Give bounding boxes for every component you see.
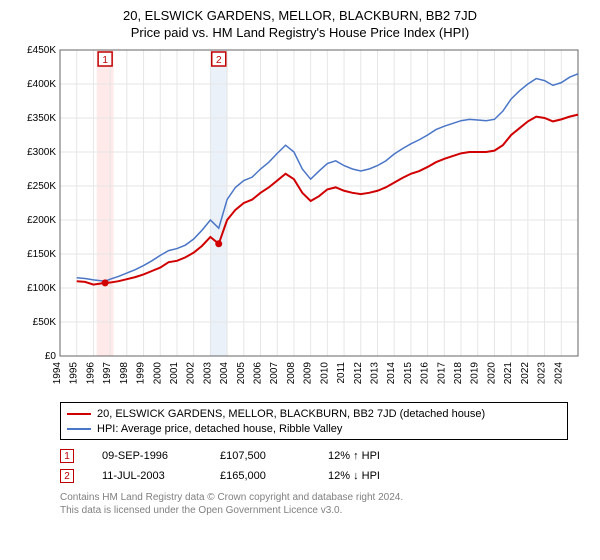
svg-text:2015: 2015 bbox=[403, 362, 414, 385]
svg-text:1: 1 bbox=[102, 55, 108, 66]
svg-text:2022: 2022 bbox=[520, 362, 531, 385]
svg-text:2002: 2002 bbox=[186, 362, 197, 385]
attribution-line: Contains HM Land Registry data © Crown c… bbox=[60, 492, 568, 505]
legend: 20, ELSWICK GARDENS, MELLOR, BLACKBURN, … bbox=[60, 402, 568, 440]
svg-text:1998: 1998 bbox=[119, 362, 130, 385]
svg-text:£200K: £200K bbox=[27, 215, 56, 226]
sale-row: 1 09-SEP-1996 £107,500 12% ↑ HPI bbox=[60, 446, 568, 466]
sale-date: 09-SEP-1996 bbox=[102, 450, 192, 462]
svg-text:2010: 2010 bbox=[319, 362, 330, 385]
svg-text:2000: 2000 bbox=[152, 362, 163, 385]
sale-marker: 1 bbox=[60, 449, 74, 463]
svg-text:2003: 2003 bbox=[202, 362, 213, 385]
svg-text:2008: 2008 bbox=[286, 362, 297, 385]
svg-text:2023: 2023 bbox=[537, 362, 548, 385]
svg-text:£50K: £50K bbox=[33, 317, 57, 328]
sale-row: 2 11-JUL-2003 £165,000 12% ↓ HPI bbox=[60, 466, 568, 486]
svg-text:£250K: £250K bbox=[27, 181, 56, 192]
svg-text:2013: 2013 bbox=[369, 362, 380, 385]
sale-price: £165,000 bbox=[220, 470, 300, 482]
svg-text:£150K: £150K bbox=[27, 249, 56, 260]
svg-text:2004: 2004 bbox=[219, 362, 230, 385]
svg-text:£300K: £300K bbox=[27, 147, 56, 158]
svg-text:2017: 2017 bbox=[436, 362, 447, 385]
svg-text:1999: 1999 bbox=[136, 362, 147, 385]
chart-subtitle: Price paid vs. HM Land Registry's House … bbox=[12, 25, 588, 40]
svg-text:£100K: £100K bbox=[27, 283, 56, 294]
svg-text:1996: 1996 bbox=[85, 362, 96, 385]
svg-text:£400K: £400K bbox=[27, 79, 56, 90]
legend-label: 20, ELSWICK GARDENS, MELLOR, BLACKBURN, … bbox=[97, 408, 485, 420]
sale-date: 11-JUL-2003 bbox=[102, 470, 192, 482]
legend-item: 20, ELSWICK GARDENS, MELLOR, BLACKBURN, … bbox=[67, 406, 561, 421]
chart-svg: £0 £50K £100K £150K £200K £250K £300K £350K £400… bbox=[12, 46, 588, 398]
legend-label: HPI: Average price, detached house, Ribb… bbox=[97, 423, 342, 435]
svg-text:2: 2 bbox=[216, 55, 222, 66]
svg-text:1997: 1997 bbox=[102, 362, 113, 385]
svg-text:2006: 2006 bbox=[253, 362, 264, 385]
svg-text:2009: 2009 bbox=[303, 362, 314, 385]
svg-text:2020: 2020 bbox=[486, 362, 497, 385]
svg-text:2021: 2021 bbox=[503, 362, 514, 385]
sale-price: £107,500 bbox=[220, 450, 300, 462]
chart-plot: £0 £50K £100K £150K £200K £250K £300K £350K £400… bbox=[12, 46, 588, 398]
sale-marker: 2 bbox=[60, 469, 74, 483]
svg-text:2018: 2018 bbox=[453, 362, 464, 385]
svg-text:£450K: £450K bbox=[27, 46, 56, 56]
svg-text:2014: 2014 bbox=[386, 362, 397, 385]
chart-title: 20, ELSWICK GARDENS, MELLOR, BLACKBURN, … bbox=[12, 8, 588, 23]
svg-text:2024: 2024 bbox=[553, 362, 564, 385]
legend-item: HPI: Average price, detached house, Ribb… bbox=[67, 421, 561, 436]
svg-text:2007: 2007 bbox=[269, 362, 280, 385]
svg-text:2016: 2016 bbox=[420, 362, 431, 385]
sales-table: 1 09-SEP-1996 £107,500 12% ↑ HPI 2 11-JUL-200… bbox=[60, 446, 568, 486]
svg-text:1995: 1995 bbox=[69, 362, 80, 385]
svg-text:2012: 2012 bbox=[353, 362, 364, 385]
svg-text:2001: 2001 bbox=[169, 362, 180, 385]
attribution-line: This data is licensed under the Open Gov… bbox=[60, 505, 568, 518]
sale-comparison: 12% ↓ HPI bbox=[328, 470, 380, 482]
attribution: Contains HM Land Registry data © Crown c… bbox=[60, 492, 568, 517]
svg-text:2011: 2011 bbox=[336, 362, 347, 384]
svg-text:1994: 1994 bbox=[52, 362, 63, 385]
svg-text:2019: 2019 bbox=[470, 362, 481, 385]
chart-container: { "title": "20, ELSWICK GARDENS, MELLOR,… bbox=[0, 0, 600, 560]
sale-comparison: 12% ↑ HPI bbox=[328, 450, 380, 462]
svg-text:£350K: £350K bbox=[27, 113, 56, 124]
svg-text:£0: £0 bbox=[45, 351, 57, 362]
svg-text:2005: 2005 bbox=[236, 362, 247, 385]
legend-swatch bbox=[67, 428, 91, 430]
legend-swatch bbox=[67, 413, 91, 415]
